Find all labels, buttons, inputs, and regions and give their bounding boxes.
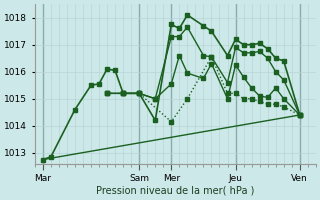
X-axis label: Pression niveau de la mer( hPa ): Pression niveau de la mer( hPa ) xyxy=(96,186,254,196)
